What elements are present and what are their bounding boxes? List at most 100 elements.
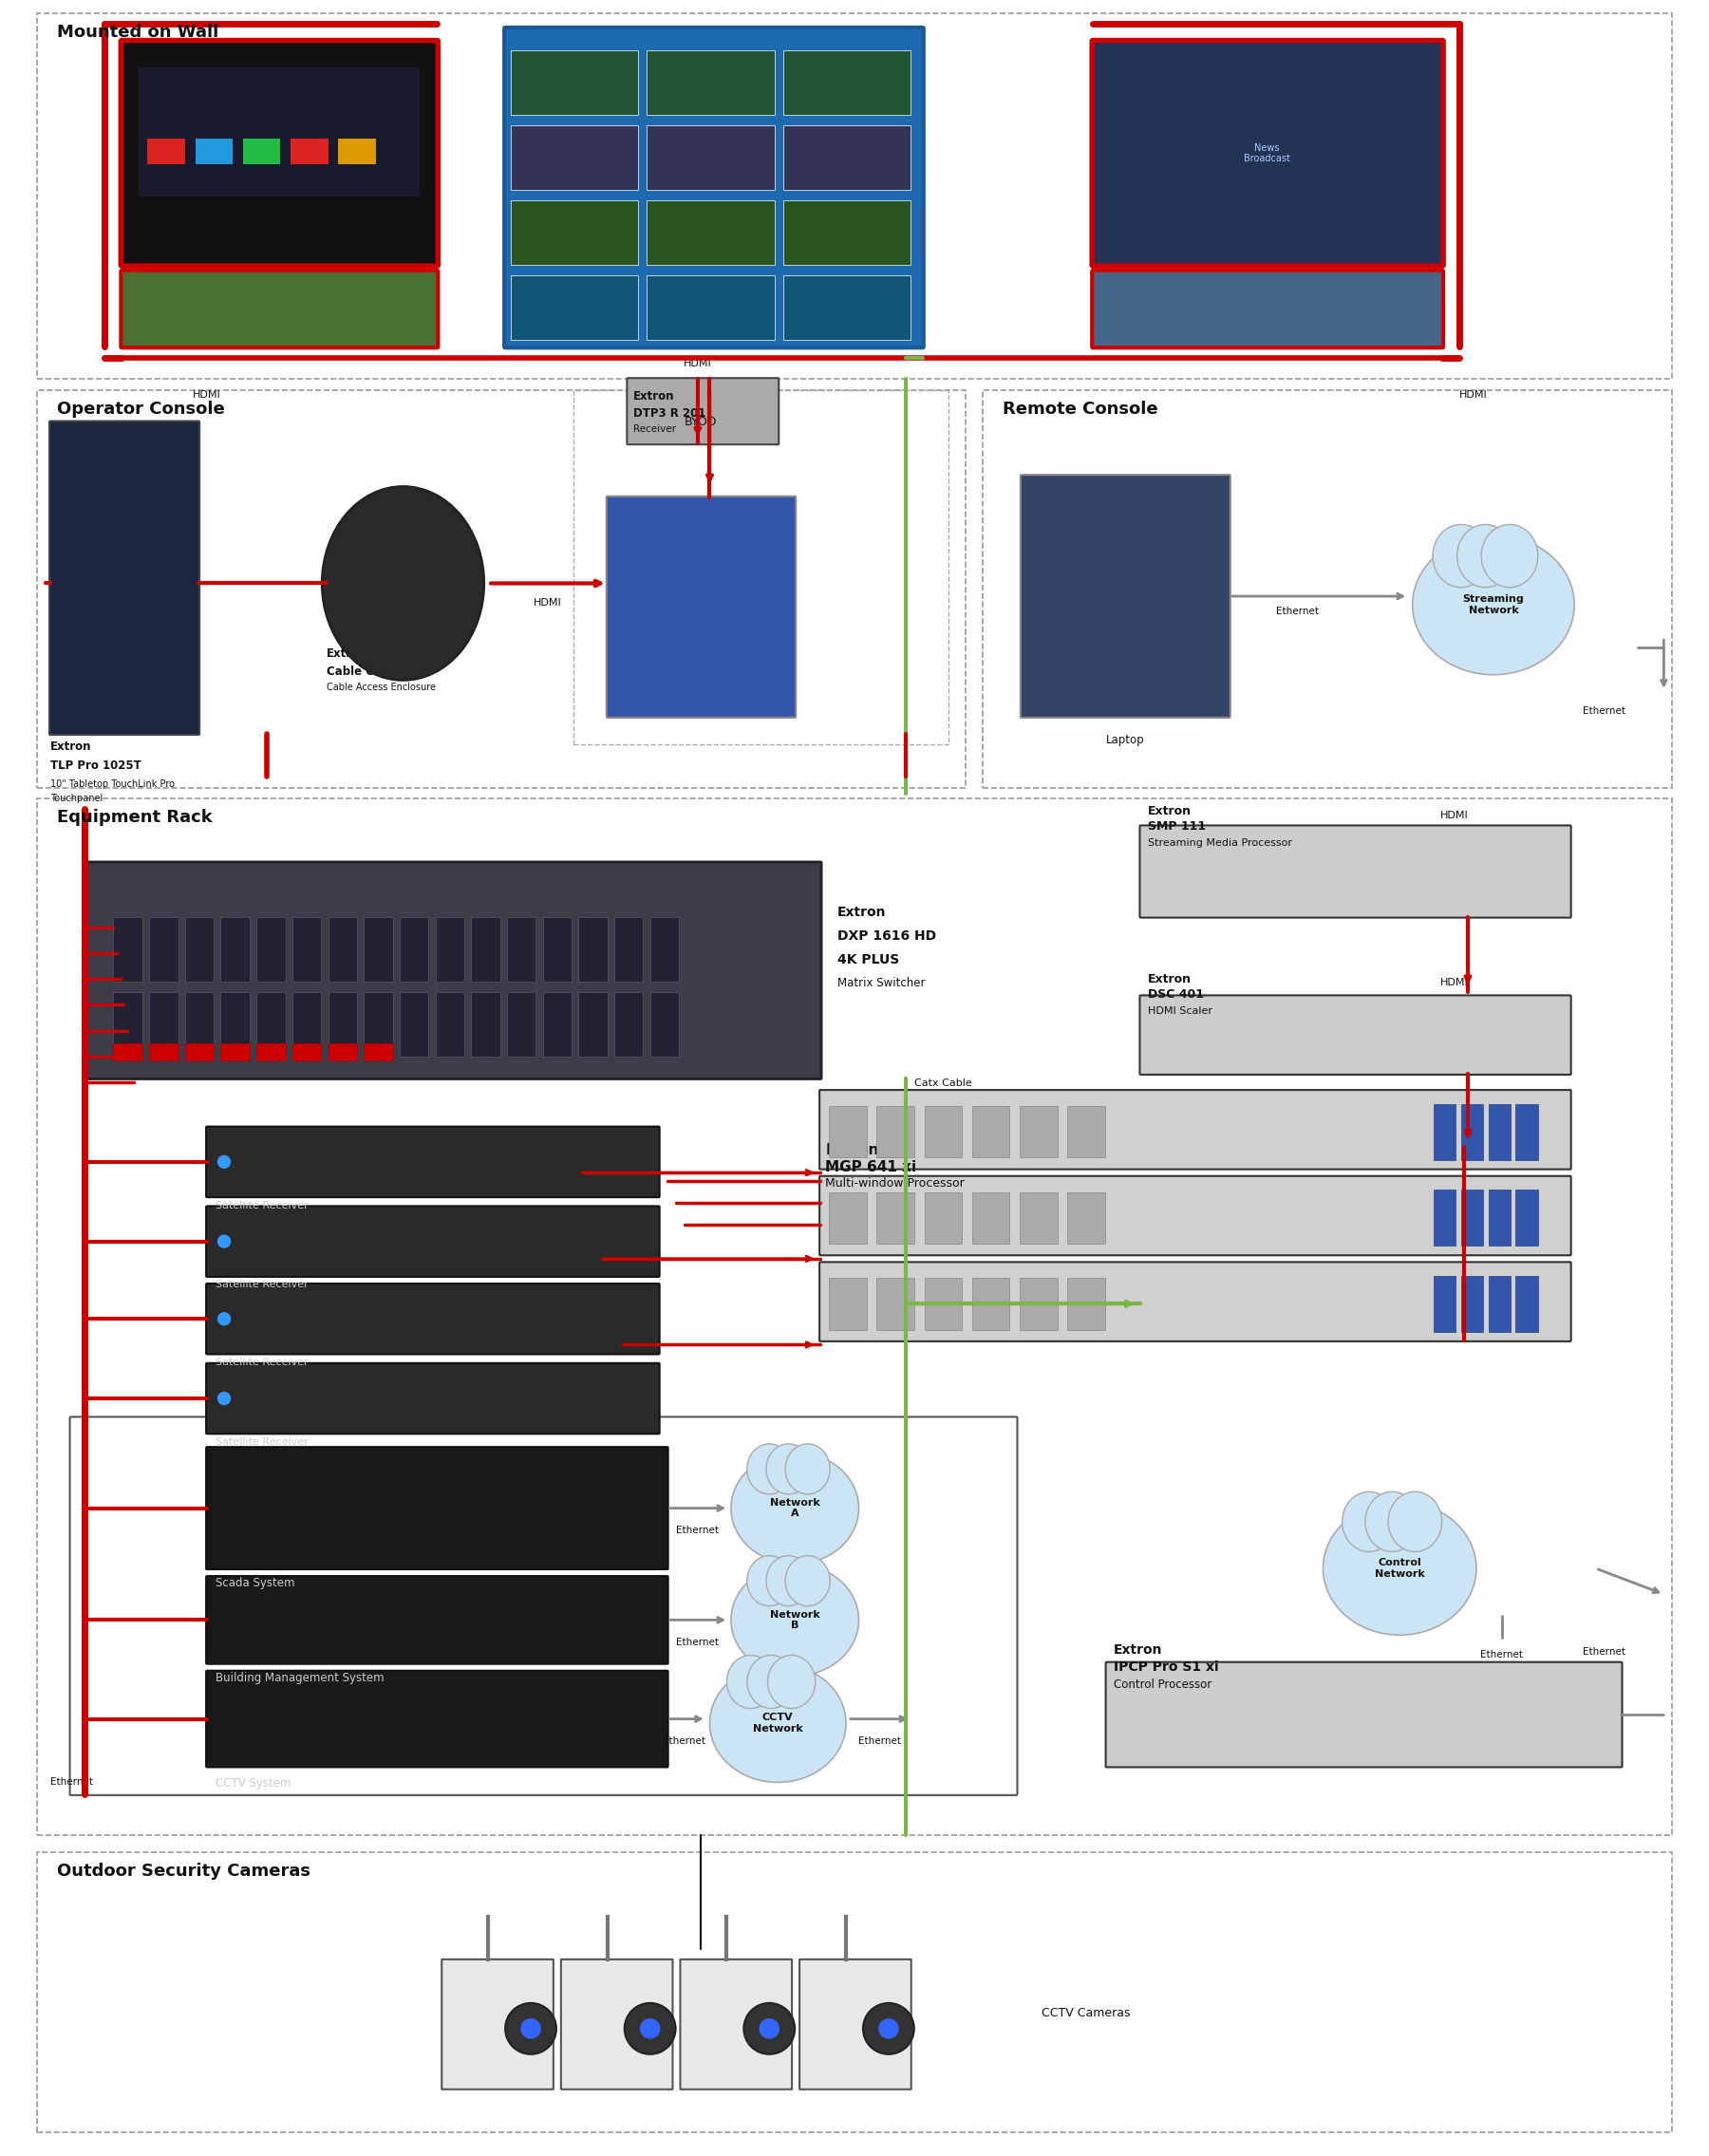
Bar bbox=[472, 992, 501, 1056]
Bar bbox=[472, 916, 501, 981]
Text: Streaming
Network: Streaming Network bbox=[1463, 595, 1524, 614]
Bar bbox=[185, 992, 214, 1056]
Circle shape bbox=[217, 1235, 231, 1248]
Bar bbox=[1068, 1106, 1106, 1158]
FancyBboxPatch shape bbox=[607, 496, 796, 718]
Circle shape bbox=[217, 1391, 231, 1406]
Bar bbox=[436, 992, 465, 1056]
Bar bbox=[113, 916, 142, 981]
Text: Matrix Switcher: Matrix Switcher bbox=[837, 977, 925, 990]
Text: HDMI: HDMI bbox=[193, 390, 220, 399]
Text: Satellite Receiver: Satellite Receiver bbox=[215, 1281, 308, 1289]
Bar bbox=[925, 1106, 962, 1158]
Bar bbox=[113, 992, 142, 1056]
Text: Extron: Extron bbox=[1147, 972, 1191, 985]
Bar bbox=[1434, 1276, 1456, 1332]
Text: Ethernet: Ethernet bbox=[677, 1524, 719, 1535]
Text: Remote Console: Remote Console bbox=[1003, 401, 1159, 418]
Bar bbox=[972, 1279, 1010, 1330]
Bar bbox=[149, 1044, 178, 1061]
Text: CCTV System: CCTV System bbox=[215, 1777, 291, 1789]
Text: SMP 111: SMP 111 bbox=[1147, 821, 1205, 832]
Bar bbox=[1461, 1190, 1483, 1246]
Text: Extron: Extron bbox=[326, 647, 367, 660]
Bar bbox=[195, 138, 232, 164]
Bar bbox=[147, 138, 185, 164]
Text: Extron: Extron bbox=[1147, 806, 1191, 817]
Bar bbox=[983, 390, 1673, 787]
Ellipse shape bbox=[731, 1453, 858, 1563]
Ellipse shape bbox=[1323, 1503, 1477, 1634]
Bar bbox=[511, 125, 637, 190]
Bar bbox=[1434, 1104, 1456, 1160]
Ellipse shape bbox=[726, 1656, 774, 1708]
Bar bbox=[138, 67, 420, 196]
FancyBboxPatch shape bbox=[1020, 474, 1230, 718]
Bar bbox=[338, 138, 376, 164]
Bar bbox=[646, 276, 774, 341]
Bar bbox=[1068, 1279, 1106, 1330]
Circle shape bbox=[759, 2018, 779, 2040]
Text: Ethernet: Ethernet bbox=[50, 1777, 92, 1787]
Bar bbox=[1489, 1104, 1511, 1160]
FancyBboxPatch shape bbox=[207, 1576, 668, 1664]
Text: Laptop: Laptop bbox=[1106, 733, 1145, 746]
Bar bbox=[646, 201, 774, 265]
Bar bbox=[364, 992, 393, 1056]
Bar bbox=[783, 276, 911, 341]
Ellipse shape bbox=[731, 1563, 858, 1675]
Bar bbox=[436, 916, 465, 981]
Text: Receiver: Receiver bbox=[632, 425, 675, 433]
Bar bbox=[36, 13, 1673, 379]
Text: HDMI Scaler: HDMI Scaler bbox=[1147, 1007, 1212, 1015]
Bar bbox=[292, 1044, 321, 1061]
Text: MGP 641 xi: MGP 641 xi bbox=[825, 1160, 916, 1175]
Bar bbox=[925, 1192, 962, 1244]
Bar bbox=[649, 992, 678, 1056]
Bar bbox=[508, 992, 537, 1056]
FancyBboxPatch shape bbox=[207, 1363, 660, 1434]
Text: Satellite Receiver: Satellite Receiver bbox=[215, 1438, 308, 1447]
Bar bbox=[1020, 1106, 1058, 1158]
Bar bbox=[364, 916, 393, 981]
Circle shape bbox=[878, 2018, 899, 2040]
Ellipse shape bbox=[1482, 524, 1538, 586]
Bar bbox=[1489, 1190, 1511, 1246]
Text: 4K PLUS: 4K PLUS bbox=[837, 953, 899, 966]
Bar bbox=[511, 201, 637, 265]
Bar bbox=[614, 916, 643, 981]
Text: Scada System: Scada System bbox=[215, 1576, 296, 1589]
Text: Mounted on Wall: Mounted on Wall bbox=[56, 24, 219, 41]
Bar bbox=[1068, 1192, 1106, 1244]
Bar bbox=[1434, 1190, 1456, 1246]
Ellipse shape bbox=[1365, 1492, 1418, 1552]
Circle shape bbox=[506, 2003, 557, 2055]
FancyBboxPatch shape bbox=[820, 1091, 1571, 1169]
Text: Ethernet: Ethernet bbox=[677, 1636, 719, 1647]
Bar bbox=[256, 992, 285, 1056]
Bar bbox=[877, 1279, 914, 1330]
Bar bbox=[574, 390, 948, 744]
Text: Ethernet: Ethernet bbox=[858, 1736, 901, 1746]
Text: Network
A: Network A bbox=[769, 1498, 820, 1518]
Text: Network
B: Network B bbox=[769, 1611, 820, 1630]
Text: Control
Network: Control Network bbox=[1374, 1559, 1425, 1578]
FancyBboxPatch shape bbox=[1140, 826, 1571, 918]
FancyBboxPatch shape bbox=[207, 1128, 660, 1197]
Bar bbox=[829, 1192, 866, 1244]
Text: CCTV Cameras: CCTV Cameras bbox=[1042, 2007, 1131, 2020]
Bar bbox=[328, 1044, 357, 1061]
FancyBboxPatch shape bbox=[504, 28, 923, 347]
Bar bbox=[1516, 1190, 1538, 1246]
Bar bbox=[925, 1279, 962, 1330]
Text: HDMI: HDMI bbox=[684, 358, 713, 369]
Bar bbox=[972, 1106, 1010, 1158]
FancyBboxPatch shape bbox=[84, 862, 822, 1078]
Ellipse shape bbox=[1388, 1492, 1442, 1552]
Text: TLP Pro 1025T: TLP Pro 1025T bbox=[50, 759, 142, 772]
Text: HDMI: HDMI bbox=[1441, 979, 1468, 987]
Text: Ethernet: Ethernet bbox=[1480, 1649, 1523, 1660]
Ellipse shape bbox=[709, 1664, 846, 1783]
FancyBboxPatch shape bbox=[800, 1960, 911, 2089]
Text: Satellite Receiver: Satellite Receiver bbox=[215, 1358, 308, 1367]
